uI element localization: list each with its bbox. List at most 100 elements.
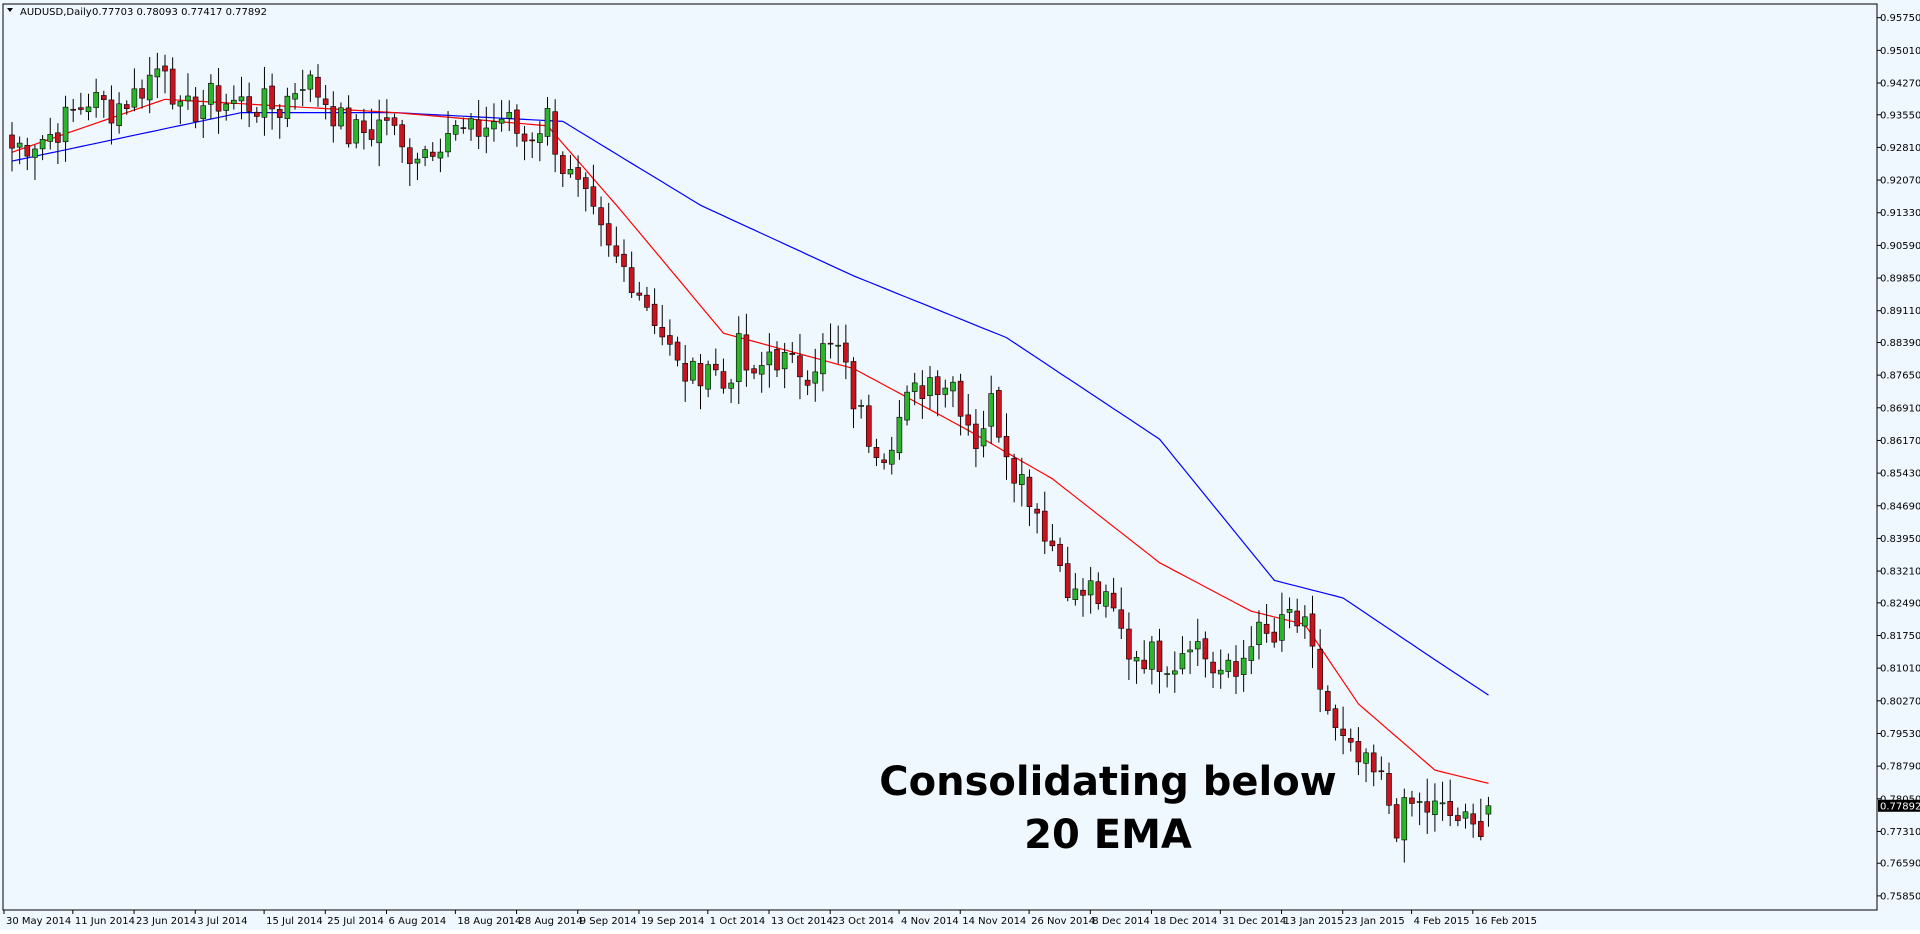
candle [957, 373, 964, 436]
candle-body [1041, 510, 1048, 542]
candle [820, 333, 826, 392]
candle [827, 323, 834, 359]
candle-body [437, 151, 444, 159]
candle [843, 324, 849, 380]
y-tick-label: 0.89110 [1880, 306, 1920, 317]
candle-body [1225, 659, 1232, 672]
x-tick-label: 1 Oct 2014 [710, 916, 765, 927]
x-tick-label: 18 Dec 2014 [1154, 916, 1218, 927]
candle-body [927, 377, 933, 396]
y-tick-label: 0.90590 [1880, 241, 1920, 252]
candle [628, 251, 635, 298]
y-tick-label: 0.86910 [1880, 403, 1920, 414]
candle [1432, 783, 1438, 832]
chart-header: AUDUSD,Daily 0.77703 0.78093 0.77417 0.7… [7, 7, 267, 18]
candle-body [1095, 581, 1102, 605]
candle [697, 353, 704, 410]
candle-body [888, 449, 895, 465]
candle-body [1393, 804, 1400, 839]
x-tick-label: 6 Aug 2014 [389, 916, 447, 927]
candle [460, 117, 467, 134]
candle-body [200, 105, 207, 120]
x-tick-label: 4 Feb 2015 [1414, 916, 1470, 927]
x-tick-label: 11 Jun 2014 [75, 916, 135, 927]
candle [751, 364, 757, 380]
candle [70, 98, 76, 123]
x-tick-label: 13 Jan 2015 [1284, 916, 1344, 927]
candle [781, 342, 788, 389]
candle [567, 154, 574, 178]
candle [93, 78, 99, 118]
candle-body [231, 99, 237, 104]
candle [598, 196, 604, 247]
candle-body [1103, 591, 1109, 607]
candle-body [1470, 813, 1476, 825]
candle-body [292, 93, 298, 100]
candle [139, 79, 145, 109]
ema20-line [11, 98, 1489, 784]
y-tick-label: 0.81010 [1880, 664, 1920, 675]
candle-body [322, 98, 329, 105]
candle-body [399, 124, 405, 148]
candle [491, 103, 497, 142]
candle-body [1409, 797, 1415, 804]
candle-body [93, 92, 99, 108]
candle-body [1164, 673, 1170, 675]
candle [1279, 592, 1285, 652]
candle [1370, 744, 1377, 787]
candle-body [881, 459, 887, 464]
last-price-value: 0.77892 [1880, 801, 1920, 812]
candle [1202, 631, 1209, 678]
candle-body [1233, 661, 1239, 677]
candle [575, 155, 581, 197]
x-tick-label: 23 Jun 2014 [136, 916, 196, 927]
candle-body [506, 112, 513, 119]
ema20-layer [11, 98, 1489, 784]
y-tick-label: 0.92070 [1880, 176, 1920, 187]
y-tick-label: 0.88390 [1880, 338, 1920, 349]
candle-body [1286, 609, 1293, 613]
candle [1133, 650, 1140, 684]
candle [422, 145, 428, 167]
candle [605, 202, 612, 257]
candle-body [636, 292, 643, 296]
candle-body [1172, 670, 1178, 675]
candle-body [1034, 508, 1040, 514]
candle-body [185, 95, 191, 102]
candle [1302, 605, 1308, 639]
candle-body [384, 117, 390, 121]
candle [200, 89, 207, 138]
candle-body [996, 390, 1002, 438]
candle [406, 138, 413, 187]
candle-body [16, 142, 23, 148]
candle-body [751, 368, 757, 374]
candle-body [483, 127, 490, 137]
candle-body [154, 68, 161, 78]
candle [391, 113, 398, 136]
candle [1416, 792, 1423, 826]
candle-body [338, 107, 344, 127]
candle [835, 325, 842, 364]
candle [1080, 578, 1086, 617]
candle [1156, 628, 1163, 694]
candle [1271, 617, 1278, 648]
candle [384, 99, 390, 136]
candle [1011, 453, 1017, 503]
candle [1347, 728, 1354, 752]
candle [789, 342, 796, 364]
candle-body [720, 371, 727, 389]
dropdown-triangle-icon[interactable] [7, 8, 13, 12]
x-tick-label: 15 Jul 2014 [266, 916, 323, 927]
candle [735, 316, 742, 405]
candle-body [965, 414, 972, 426]
candle [9, 122, 15, 172]
candle [437, 138, 444, 173]
candle-body [911, 382, 918, 392]
candle [613, 226, 620, 264]
candle [1233, 645, 1239, 695]
y-tick-label: 0.82490 [1880, 598, 1920, 609]
candle [1294, 598, 1300, 633]
candle-body [697, 363, 704, 387]
candle-body [1263, 623, 1270, 634]
